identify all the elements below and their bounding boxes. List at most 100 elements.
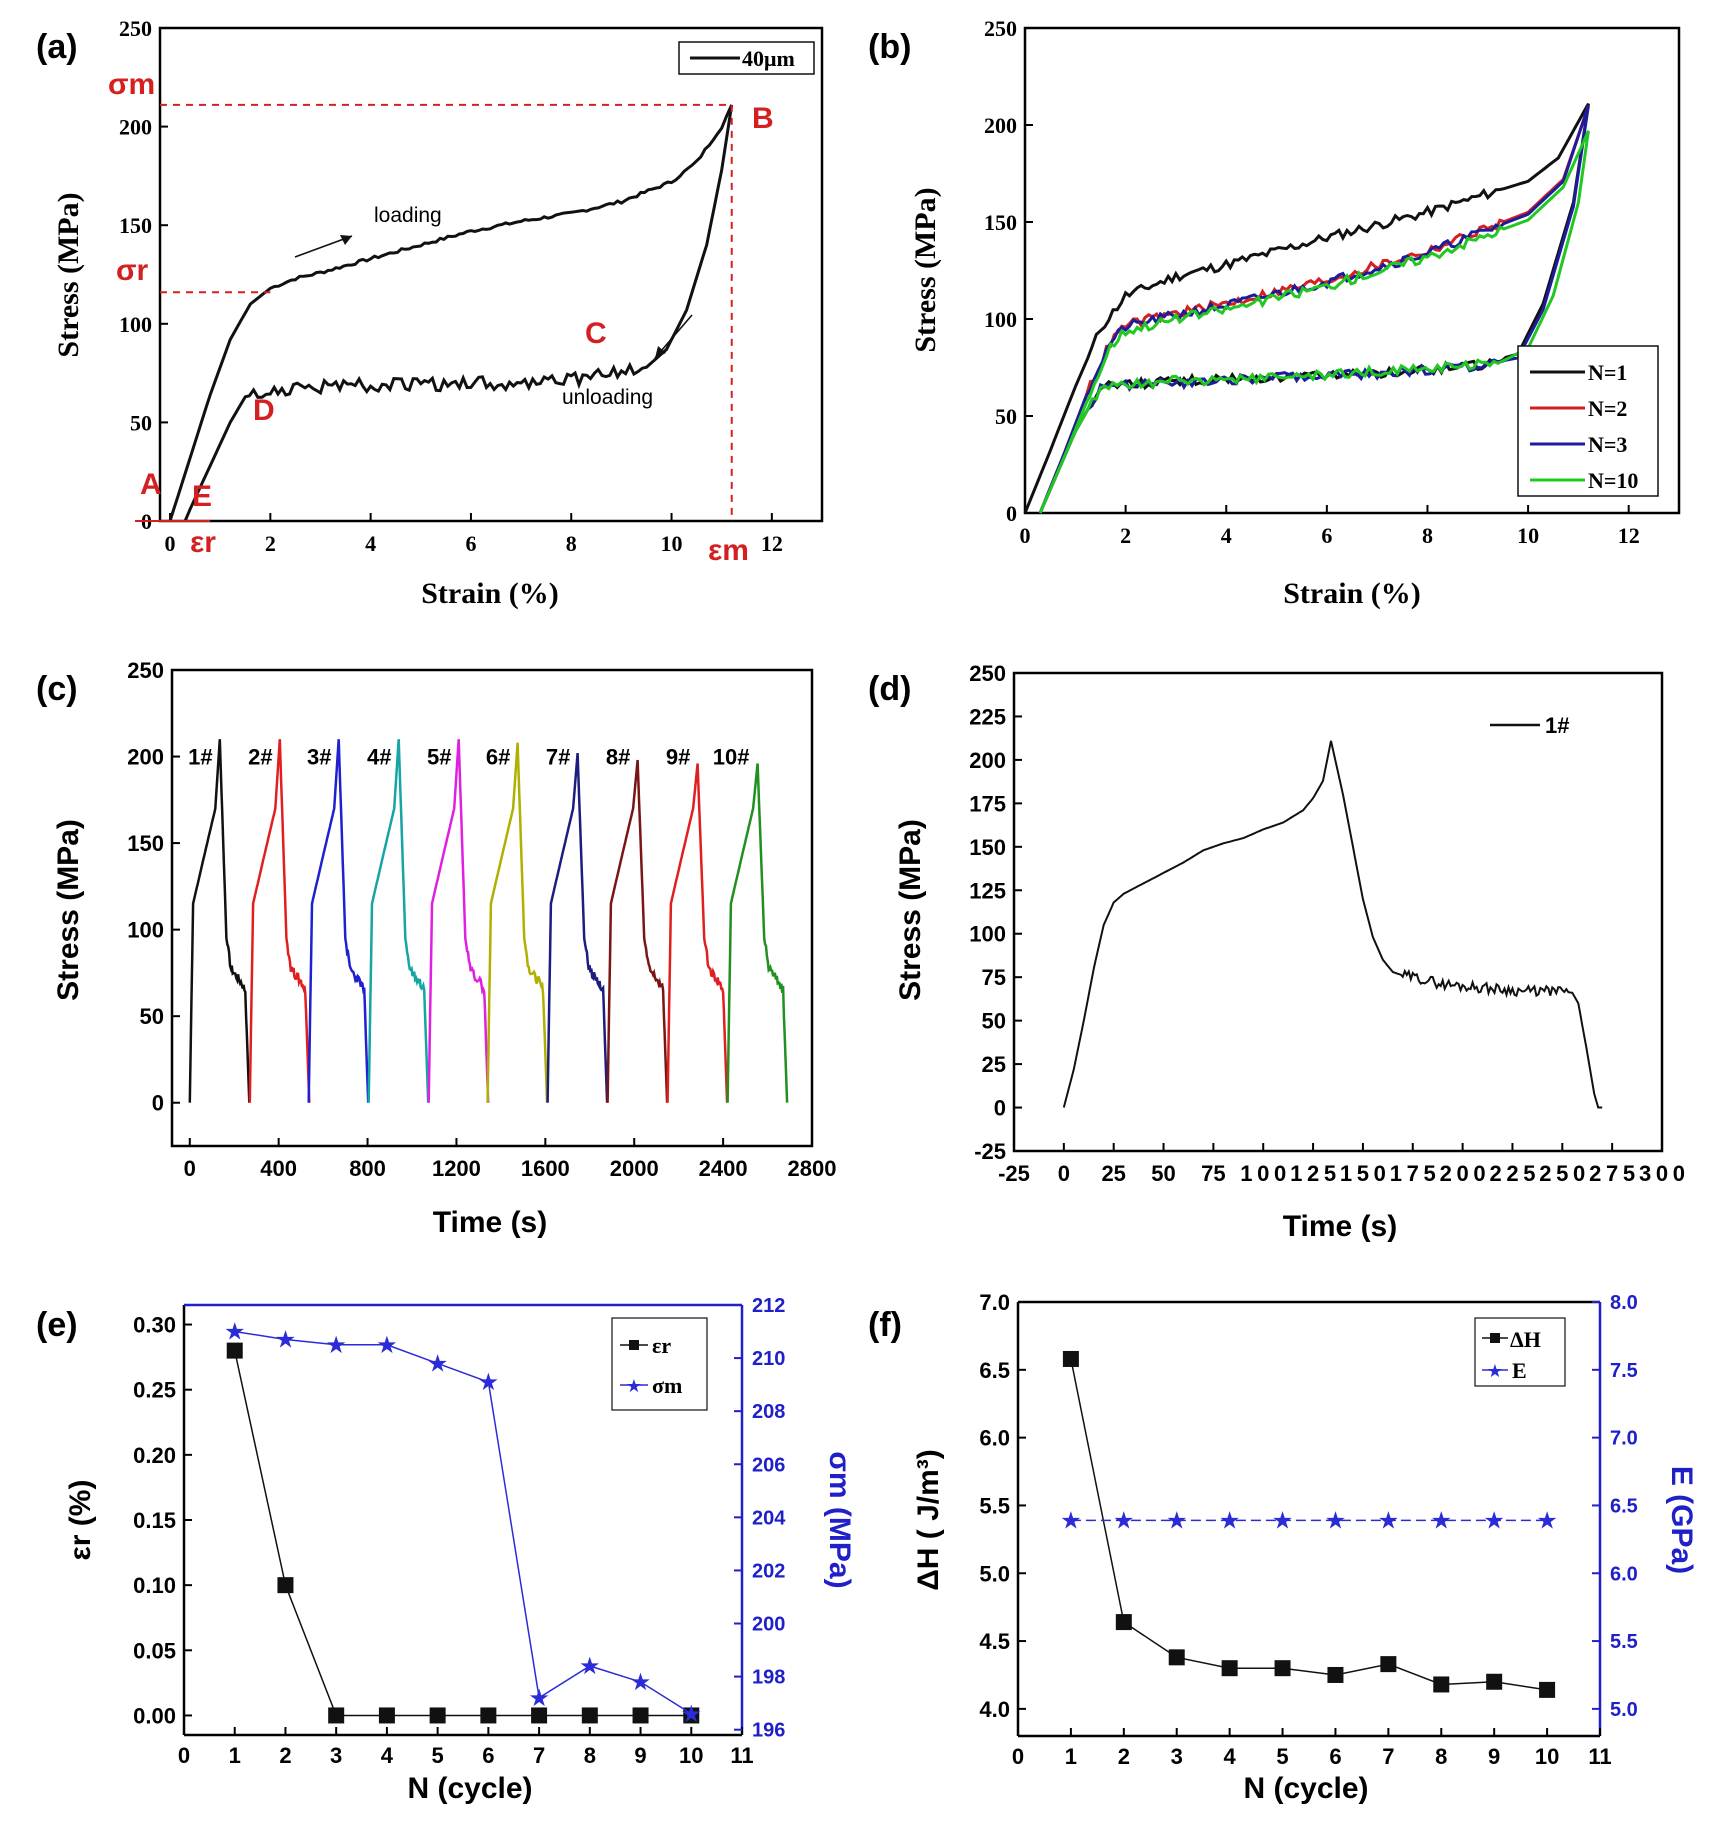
y-axis-title: ΔH ( J/m³) (912, 1449, 945, 1591)
x-tick-label: 1600 (521, 1156, 570, 1181)
dh-marker (1380, 1656, 1397, 1673)
x-tick-label: 75 (1201, 1161, 1225, 1186)
x-tick-label: 800 (349, 1156, 386, 1181)
sigma-r-label: σr (116, 254, 149, 287)
series-line (1038, 105, 1590, 514)
x-tick-label: 1 (229, 1743, 241, 1768)
x-tick-label: 4 (365, 531, 376, 556)
x-tick-label: 1200 (432, 1156, 481, 1181)
y-tick-label: 6.0 (979, 1426, 1010, 1451)
y2-tick-label: 8.0 (1610, 1292, 1638, 1314)
legend-label: N=3 (1588, 432, 1627, 457)
loading-label: loading (374, 204, 442, 227)
eps-m-label: εm (708, 534, 749, 567)
panel-label: (c) (36, 670, 78, 708)
dh-marker (1221, 1660, 1238, 1677)
x-tick-label: 2 (265, 531, 276, 556)
y-tick-label: 125 (969, 878, 1006, 903)
x-tick-label: 7 (1382, 1744, 1394, 1769)
panel-e: (e) 0 1 2 3 4 5 6 7 8 9 10 11 0.00 0.05 0.10 0.15 0.20 0.2… (36, 1295, 856, 1805)
y2-tick-label: 202 (752, 1560, 785, 1582)
sigma-m-label: σm (108, 68, 155, 101)
dh-marker (1486, 1673, 1503, 1690)
eps-r-label: εr (190, 526, 216, 559)
y-tick-label: 0 (152, 1091, 164, 1116)
x-tick-label: 2400 (699, 1156, 748, 1181)
x-axis-title: Strain (%) (421, 577, 559, 610)
x-tick-label: 4 (381, 1743, 394, 1768)
x-tick-label: 10 (1535, 1744, 1559, 1769)
dh-marker (1115, 1614, 1132, 1631)
x-tick-label: 4 (1221, 523, 1232, 548)
y-tick-label: 250 (119, 16, 152, 41)
y-tick-label: 0.15 (133, 1508, 176, 1533)
eps-r-marker (429, 1707, 446, 1724)
point-a-label: A (140, 468, 162, 501)
x-tick-label: 10 (661, 531, 683, 556)
y-tick-label: 50 (130, 410, 152, 435)
legend-label: N=2 (1588, 396, 1627, 421)
x-tick-label: 11 (1588, 1744, 1611, 1769)
dh-marker (1327, 1666, 1344, 1683)
y-tick-label: 250 (984, 16, 1017, 41)
y2-tick-label: 196 (752, 1720, 785, 1742)
x-axis-title: N (cycle) (1243, 1772, 1368, 1805)
y-tick-label: 0.20 (133, 1443, 176, 1468)
x-tick-label: 6 (465, 531, 476, 556)
y2-tick-label: 5.5 (1610, 1631, 1638, 1653)
unloading-label: unloading (562, 386, 653, 409)
y-axis-title: Stress (MPa) (52, 819, 85, 1001)
e-marker: ★ (1431, 1506, 1453, 1534)
series-line-sigma-m (234, 1330, 692, 1715)
y-tick-label: 0 (994, 1096, 1006, 1121)
x-tick-label: 8 (584, 1743, 596, 1768)
x-tick-label: 250 (1539, 1161, 1585, 1186)
e-marker: ★ (1483, 1506, 1505, 1534)
point-c-label: C (585, 317, 607, 350)
x-tick-label: 0 (1012, 1744, 1024, 1769)
y2-tick-label: 210 (752, 1348, 785, 1370)
legend-label: N=1 (1588, 360, 1627, 385)
cycle-label: 10# (713, 745, 750, 770)
series-line (1038, 105, 1590, 514)
x-axis-title: N (cycle) (407, 1772, 532, 1805)
panel-f: (f) 0 1 2 3 4 5 6 7 8 9 10 11 4.0 4.5 5.0 5.5 6.0 6.5 7.0 5.… (868, 1290, 1698, 1805)
y-tick-label: 0 (1006, 501, 1017, 526)
x-tick-label: 175 (1390, 1161, 1436, 1186)
legend-marker: ★ (1487, 1361, 1503, 1381)
y-tick-label: 50 (982, 1009, 1006, 1034)
y2-tick-label: 198 (752, 1667, 785, 1689)
x-tick-label: 10 (679, 1743, 703, 1768)
cycle-label: 2# (248, 745, 272, 770)
x-tick-label: 8 (1422, 523, 1433, 548)
x-tick-label: 3 (330, 1743, 342, 1768)
y-tick-label: 250 (127, 658, 164, 683)
x-tick-label: 10 (1517, 523, 1539, 548)
cycle-label: 3# (307, 745, 331, 770)
plot-frame (170, 668, 814, 1148)
legend-label: 40μm (742, 46, 795, 71)
sigma-m-marker: ★ (275, 1326, 297, 1354)
x-tick-label: 2 (1120, 523, 1131, 548)
x-tick-label: 1 (1065, 1744, 1077, 1769)
y-tick-label: 25 (982, 1052, 1006, 1077)
e-marker: ★ (1325, 1506, 1347, 1534)
e-marker: ★ (1060, 1506, 1082, 1534)
cycle-curve (188, 739, 251, 1103)
dh-marker (1062, 1350, 1079, 1367)
x-tick-label: 9 (1488, 1744, 1500, 1769)
x-tick-label: 12 (1618, 523, 1640, 548)
y-axis-title: εr (%) (64, 1480, 97, 1561)
y-tick-label: 200 (127, 745, 164, 770)
eps-r-marker (226, 1342, 243, 1359)
legend-label: σm (652, 1373, 682, 1398)
x-tick-label: 0 (178, 1743, 190, 1768)
panel-label: (a) (36, 28, 78, 66)
series-line-eps-r (233, 1350, 692, 1717)
y2-axis-title: E (GPa) (1665, 1466, 1698, 1574)
legend-marker (1490, 1333, 1500, 1343)
y-tick-label: 5.0 (979, 1561, 1010, 1586)
y-tick-label: 200 (969, 748, 1006, 773)
legend-label: εr (652, 1333, 671, 1358)
y-axis-title: Stress (MPa) (909, 187, 942, 352)
